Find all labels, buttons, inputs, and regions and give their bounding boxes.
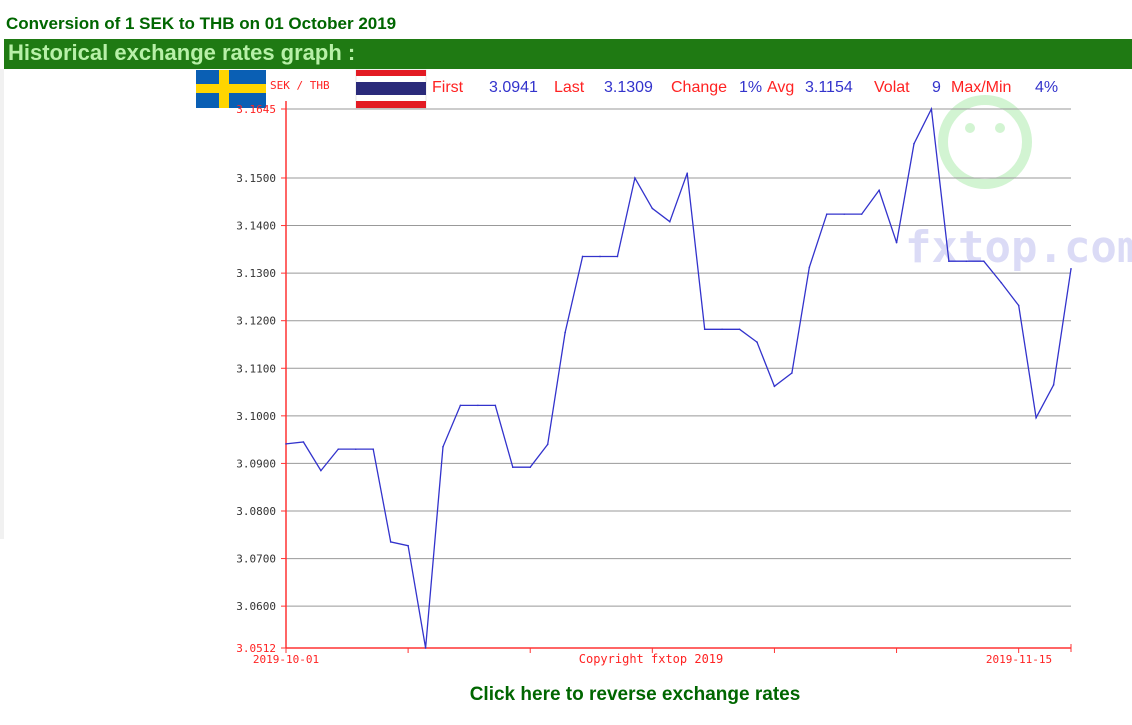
data-point xyxy=(825,213,828,215)
watermark-text: fxtop.com xyxy=(905,222,1132,273)
y-tick-label: 3.1400 xyxy=(236,220,276,233)
y-tick-label: 3.1100 xyxy=(236,362,276,375)
data-point xyxy=(982,260,985,263)
x-tick-label: 2019-10-01 xyxy=(253,653,319,666)
page-title: Conversion of 1 SEK to THB on 01 October… xyxy=(6,14,397,33)
data-point xyxy=(651,207,654,210)
currency-pair-label: SEK / THB xyxy=(270,79,330,92)
avg-value: 3.1154 xyxy=(805,79,853,96)
series-layer xyxy=(285,106,1072,649)
data-point xyxy=(424,647,427,649)
data-point xyxy=(634,177,636,179)
fxtop-watermark: fxtop.com xyxy=(905,95,1132,273)
data-point xyxy=(878,189,880,192)
data-point xyxy=(564,331,566,334)
y-tick-label: 3.1645 xyxy=(236,103,276,116)
data-point xyxy=(1070,268,1072,270)
data-point xyxy=(860,213,863,215)
section-heading-bar: Historical exchange rates graph : xyxy=(4,39,1132,69)
data-point xyxy=(773,385,776,388)
reverse-rates-link[interactable]: Click here to reverse exchange rates xyxy=(469,684,801,705)
data-point xyxy=(668,220,671,223)
change-label: Change xyxy=(671,79,727,96)
data-point xyxy=(721,328,723,331)
y-tick-label: 3.1200 xyxy=(236,315,276,328)
y-tick-label: 3.0600 xyxy=(236,600,276,613)
data-point xyxy=(407,544,409,547)
data-point xyxy=(965,260,968,263)
first-value: 3.0941 xyxy=(489,79,538,96)
grid-layer xyxy=(286,108,1071,607)
x-tick-label: 2019-11-15 xyxy=(986,653,1052,666)
section-heading: Historical exchange rates graph : xyxy=(8,40,356,65)
data-point xyxy=(686,172,689,175)
y-tick-label: 3.0900 xyxy=(236,457,276,470)
sweden-flag-icon xyxy=(196,70,266,108)
data-point xyxy=(703,328,706,331)
data-point xyxy=(372,448,375,450)
y-tick-label: 3.0512 xyxy=(236,642,276,655)
data-point xyxy=(442,445,444,448)
change-value: 1% xyxy=(739,79,762,96)
data-point xyxy=(320,469,322,472)
data-point xyxy=(738,328,741,331)
data-point xyxy=(599,255,601,258)
left-shade xyxy=(0,69,4,539)
data-point xyxy=(285,443,287,445)
data-point xyxy=(843,213,846,215)
data-point xyxy=(389,541,392,543)
data-point xyxy=(581,255,584,258)
data-point xyxy=(913,142,915,145)
data-point xyxy=(1052,384,1055,386)
y-tick-label: 3.1500 xyxy=(236,172,276,185)
data-point xyxy=(494,404,497,407)
volat-label: Volat xyxy=(874,79,910,96)
data-point xyxy=(791,372,793,374)
exchange-rate-chart: SEK / THB First 3.0941 Last 3.1309 Chang… xyxy=(196,69,1132,666)
axis-layer xyxy=(281,101,1072,653)
data-point xyxy=(930,108,933,110)
data-point xyxy=(1000,281,1003,284)
data-point xyxy=(616,255,619,258)
data-point xyxy=(337,448,340,450)
data-point xyxy=(808,266,811,269)
first-label: First xyxy=(432,79,464,96)
data-point xyxy=(477,404,479,407)
maxmin-label: Max/Min xyxy=(951,79,1011,96)
thailand-flag-icon xyxy=(355,69,427,109)
data-point xyxy=(302,441,305,443)
y-tick-label: 3.0800 xyxy=(236,505,276,518)
y-tick-label: 3.0700 xyxy=(236,553,276,566)
series-line xyxy=(285,106,1072,649)
y-tick-labels: 3.0512 3.0600 3.0700 3.0800 3.0900 3.1000 3.11… xyxy=(236,103,276,655)
copyright-text: Copyright fxtop 2019 xyxy=(579,652,724,666)
volat-value: 9 xyxy=(932,79,941,96)
data-point xyxy=(546,443,549,446)
data-point xyxy=(529,466,532,469)
data-point xyxy=(1035,416,1037,419)
data-point xyxy=(459,404,462,407)
data-point xyxy=(1017,304,1020,307)
y-tick-label: 3.1300 xyxy=(236,267,276,280)
maxmin-value: 4% xyxy=(1035,79,1058,96)
data-point xyxy=(511,466,514,469)
data-point xyxy=(948,260,950,263)
x-tick-labels: 2019-10-01 2019-11-15 xyxy=(253,653,1052,666)
data-point xyxy=(756,341,758,343)
data-point xyxy=(354,448,357,450)
data-point xyxy=(895,241,898,244)
last-label: Last xyxy=(554,79,585,96)
last-value: 3.1309 xyxy=(604,79,653,96)
avg-label: Avg xyxy=(767,79,794,96)
y-tick-label: 3.1000 xyxy=(236,410,276,423)
